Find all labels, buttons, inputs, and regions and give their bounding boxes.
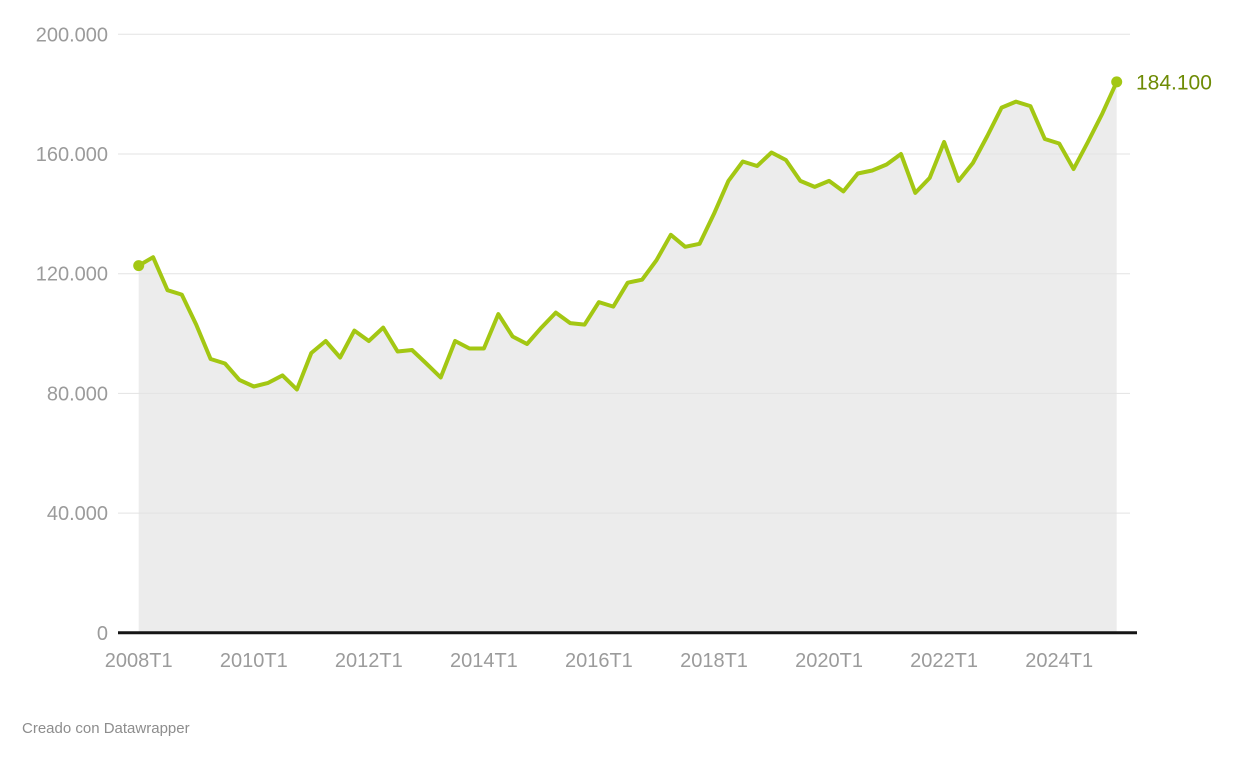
- y-axis-tick-label: 0: [97, 623, 108, 645]
- last-point-dot: [1111, 76, 1123, 88]
- x-axis-tick-label: 2022T1: [910, 650, 978, 672]
- y-axis-tick-label: 40.000: [47, 503, 108, 525]
- last-value-label: 184.100: [1136, 71, 1212, 94]
- x-axis-tick-label: 2012T1: [335, 650, 403, 672]
- x-axis-tick-label: 2016T1: [565, 650, 633, 672]
- datawrapper-attribution-link[interactable]: Creado con Datawrapper: [22, 720, 190, 737]
- first-point-dot: [133, 260, 145, 272]
- x-axis-tick-label: 2018T1: [680, 650, 748, 672]
- x-axis-tick-label: 2008T1: [105, 650, 173, 672]
- y-axis-tick-label: 80.000: [47, 383, 108, 405]
- y-axis-tick-label: 200.000: [36, 24, 108, 46]
- series-area-fill: [138, 81, 1117, 633]
- x-axis-tick-label: 2014T1: [450, 650, 518, 672]
- series-line: [136, 79, 1119, 392]
- x-axis-tick-label: 2010T1: [220, 650, 288, 672]
- x-axis-tick-label: 2024T1: [1025, 650, 1093, 672]
- y-axis-tick-label: 120.000: [36, 264, 108, 286]
- y-axis-tick-label: 160.000: [36, 144, 108, 166]
- x-axis-tick-label: 2020T1: [795, 650, 863, 672]
